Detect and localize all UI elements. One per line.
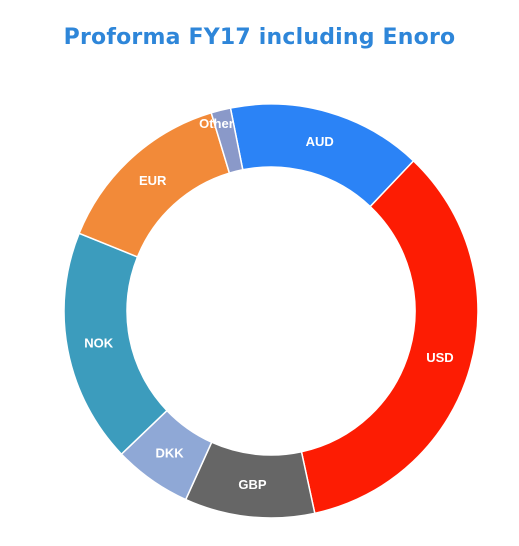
slice-other [210, 107, 244, 175]
label-gbp: GBP [238, 477, 267, 492]
slice-usd [300, 159, 479, 515]
donut-slices [63, 103, 479, 519]
label-usd: USD [426, 350, 453, 365]
label-dkk: DKK [156, 446, 185, 461]
donut-labels: AUD USD GBP DKK NOK EUR Other [84, 116, 454, 492]
label-nok: NOK [84, 335, 114, 350]
slice-nok [63, 232, 169, 456]
chart-title: Proforma FY17 including Enoro [63, 25, 456, 50]
label-eur: EUR [139, 173, 167, 188]
label-aud: AUD [306, 134, 334, 149]
label-other: Other [199, 116, 234, 131]
